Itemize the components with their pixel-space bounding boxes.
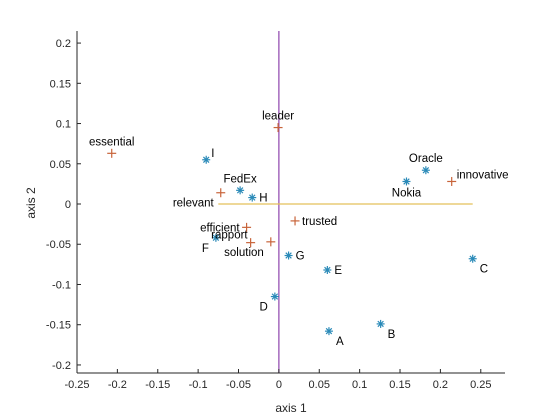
star-point-d (270, 292, 279, 301)
point-label-d: D (260, 302, 268, 314)
x-tick-label: -0.25 (64, 379, 89, 391)
plus-point-trusted (290, 216, 300, 226)
point-label-innovative: innovative (457, 169, 509, 181)
star-point-b (376, 319, 385, 328)
x-axis-title: axis 1 (275, 401, 307, 415)
x-tick-label: 0.2 (433, 379, 448, 391)
point-label-solution: solution (224, 247, 264, 259)
y-axis-ticks: -0.2 -0.15 -0.1 -0.05 0 0.05 0.1 0.15 0.2 (46, 38, 81, 372)
star-point-g (284, 251, 293, 260)
star-point-nokia (402, 177, 411, 186)
y-tick-label: 0.1 (56, 119, 71, 131)
x-tick-label: 0.25 (470, 379, 491, 391)
point-labels: A B C D E F G H I FedEx Nokia Oracle essential leader… (89, 111, 508, 349)
x-tick-label: 0.1 (352, 379, 367, 391)
y-tick-label: -0.15 (46, 320, 71, 332)
x-tick-label: -0.2 (108, 379, 127, 391)
point-label-nokia: Nokia (392, 187, 422, 199)
star-point-e (323, 265, 332, 274)
star-point-fedex (236, 186, 245, 195)
y-tick-label: 0.15 (50, 78, 71, 90)
star-point-a (324, 327, 333, 336)
y-tick-label: -0.05 (46, 239, 71, 251)
y-tick-label: 0.05 (50, 159, 71, 171)
point-label-relevant: relevant (173, 198, 215, 210)
star-point-f (211, 233, 220, 242)
point-label-b: B (388, 329, 396, 341)
point-label-trusted: trusted (302, 216, 337, 228)
x-tick-label: 0.05 (309, 379, 330, 391)
star-point-i (202, 155, 211, 164)
point-label-leader: leader (262, 111, 294, 123)
x-axis-ticks: -0.25 -0.2 -0.15 -0.1 -0.05 0 0.05 0.1 0.15 0.2 0.… (64, 369, 491, 391)
y-tick-label: -0.1 (52, 279, 71, 291)
point-label-efficient: efficient (200, 222, 240, 234)
y-tick-label: -0.2 (52, 360, 71, 372)
star-point-oracle (421, 166, 430, 175)
point-label-rapport: rapport (211, 230, 248, 242)
x-tick-label: -0.05 (226, 379, 251, 391)
axes (76, 31, 505, 374)
reference-lines (218, 31, 473, 373)
point-label-essential: essential (89, 136, 134, 148)
plus-point-relevant (216, 188, 226, 198)
plus-point-efficient (242, 222, 252, 232)
point-label-i: I (211, 148, 214, 160)
point-label-c: C (480, 264, 488, 276)
point-label-a: A (336, 336, 344, 348)
plus-point-innovative (447, 176, 457, 186)
point-label-oracle: Oracle (409, 153, 443, 165)
y-axis-title: axis 2 (24, 187, 38, 219)
y-tick-label: 0.2 (56, 38, 71, 50)
y-tick-label: 0 (65, 199, 71, 211)
plus-point-leader (273, 123, 283, 133)
x-tick-label: 0.15 (389, 379, 410, 391)
plus-point-essential (107, 148, 117, 158)
star-point-c (468, 254, 477, 263)
star-point-h (248, 193, 257, 202)
x-tick-label: 0 (276, 379, 282, 391)
point-label-g: G (296, 251, 305, 263)
plot-area (77, 31, 505, 373)
point-label-e: E (334, 265, 342, 277)
plus-point-solution (266, 237, 276, 247)
data-points (107, 123, 477, 336)
point-label-f: F (202, 243, 209, 255)
x-tick-label: -0.15 (145, 379, 170, 391)
point-label-fedex: FedEx (223, 173, 256, 185)
x-tick-label: -0.1 (189, 379, 208, 391)
point-label-h: H (259, 193, 267, 205)
plus-point-rapport (246, 238, 256, 248)
